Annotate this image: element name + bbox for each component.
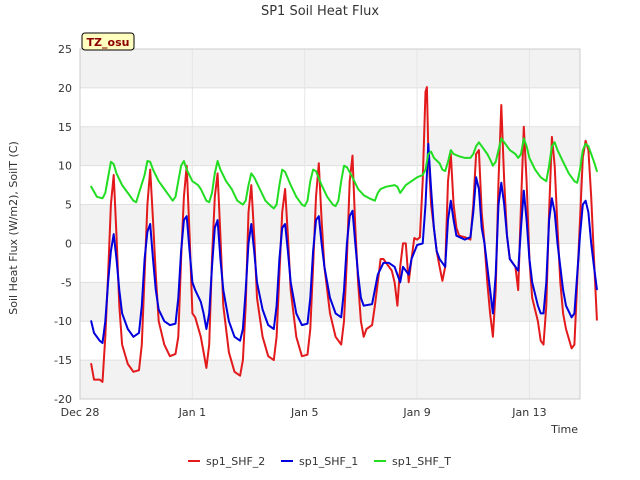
- site-badge-label: TZ_osu: [87, 36, 130, 49]
- x-axis-ticks: Dec 28 Jan 1 Jan 5 Jan 9 Jan 13: [61, 406, 547, 419]
- y-tick-label: 10: [58, 160, 72, 173]
- site-badge-box: [81, 32, 135, 51]
- legend-label-sp1_SHF_1: sp1_SHF_1: [299, 455, 358, 468]
- y-tick-label: 20: [58, 82, 72, 95]
- y-axis-ticks: -20 -15 -10 -5 0 5 10 15 20 25: [54, 43, 72, 406]
- site-badge: TZ_osu: [81, 32, 135, 51]
- y-tick-label: 0: [65, 237, 72, 250]
- y-tick-label: -10: [54, 315, 72, 328]
- x-tick-label: Jan 9: [402, 406, 430, 419]
- legend-label-sp1_SHF_T: sp1_SHF_T: [392, 455, 451, 468]
- x-axis-label: Time: [550, 423, 578, 436]
- plot-band: [80, 49, 580, 88]
- plot-band: [80, 360, 580, 399]
- x-tick-label: Jan 5: [290, 406, 318, 419]
- plot-band: [80, 126, 580, 166]
- legend: sp1_SHF_2 sp1_SHF_1 sp1_SHF_T: [188, 455, 451, 468]
- series-line-sp1_SHF_T: [90, 137, 598, 210]
- y-tick-label: -20: [54, 393, 72, 406]
- chart-title: SP1 Soil Heat Flux: [261, 4, 379, 19]
- x-tick-label: Jan 13: [511, 406, 546, 419]
- y-tick-label: -15: [54, 354, 72, 367]
- y-tick-label: 15: [58, 121, 72, 134]
- series-line-sp1_SHF_1: [90, 142, 598, 344]
- series-lines: [90, 86, 598, 383]
- y-tick-label: 5: [65, 199, 72, 212]
- x-tick-label: Jan 1: [178, 406, 206, 419]
- y-tick-label: 25: [58, 43, 72, 56]
- y-tick-label: -5: [61, 276, 72, 289]
- legend-label-sp1_SHF_2: sp1_SHF_2: [206, 455, 265, 468]
- x-tick-label: Dec 28: [61, 406, 100, 419]
- y-axis-label: Soil Heat Flux (W/m2), SoilT (C): [7, 141, 20, 314]
